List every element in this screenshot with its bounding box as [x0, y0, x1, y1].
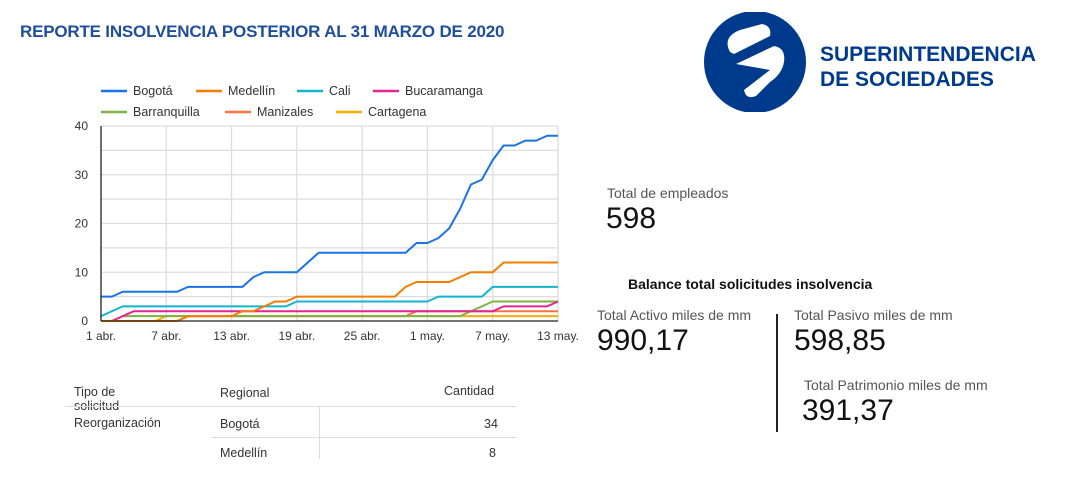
column-divider	[319, 407, 320, 459]
logo-line1: SUPERINTENDENCIA	[820, 43, 1036, 66]
y-tick-label: 40	[75, 119, 89, 133]
balance-title: Balance total solicitudes insolvencia	[628, 276, 873, 292]
legend-item: Bucaramanga	[405, 84, 483, 98]
page-title: REPORTE INSOLVENCIA POSTERIOR AL 31 MARZ…	[20, 22, 505, 41]
regional-cell: Medellín	[220, 446, 268, 460]
line-chart: 1 abr. 7 abr. 13 abr. 19 abr. 25 abr. 1 may. 7…	[75, 84, 579, 343]
logo-line2: DE SOCIEDADES	[820, 68, 994, 91]
x-tick-label: 13 may.	[537, 329, 579, 343]
legend-item: Barranquilla	[133, 105, 200, 119]
activo-value: 990,17	[597, 324, 689, 357]
header-cantidad: Cantidad	[444, 384, 495, 398]
logo	[700, 11, 810, 117]
y-tick-label: 0	[81, 314, 88, 328]
group-cell: Reorganización	[74, 416, 161, 430]
employees-label: Total de empleados	[607, 185, 729, 201]
x-tick-label: 7 may.	[475, 329, 510, 343]
y-tick-label: 20	[75, 217, 89, 231]
patrimonio-value: 391,37	[802, 394, 894, 427]
series-line-barranquilla	[101, 300, 558, 322]
x-tick-label: 13 abr.	[213, 329, 250, 343]
employees-value: 598	[606, 202, 657, 235]
header-regional: Regional	[220, 386, 270, 400]
legend-item: Cartagena	[368, 105, 426, 119]
logo-emblem-icon	[704, 11, 806, 113]
legend-item: Manizales	[257, 105, 313, 119]
series-line-bucaramanga	[101, 300, 559, 322]
pasivo-label: Total Pasivo miles de mm	[794, 307, 953, 323]
x-tick-label: 25 abr.	[344, 329, 381, 343]
x-tick-label: 19 abr.	[279, 329, 316, 343]
activo-label: Total Activo miles de mm	[597, 307, 752, 323]
cantidad-cell: 34	[484, 417, 498, 431]
x-tick-label: 1 may.	[410, 329, 445, 343]
legend-item: Medellín	[228, 84, 275, 98]
legend-item: Cali	[329, 84, 351, 98]
patrimonio-label: Total Patrimonio miles de mm	[804, 377, 988, 393]
logo-text: SUPERINTENDENCIA DE SOCIEDADES	[820, 42, 1036, 92]
header-divider	[65, 406, 517, 407]
legend-item: Bogotá	[133, 84, 173, 98]
x-tick-label: 1 abr.	[86, 329, 116, 343]
pasivo-value: 598,85	[794, 324, 886, 357]
header-tipo: Tipo de solicitud	[74, 385, 120, 413]
cantidad-cell: 8	[489, 446, 496, 460]
y-tick-label: 10	[75, 265, 89, 279]
x-tick-label: 7 abr.	[151, 329, 181, 343]
kpi-divider	[776, 314, 778, 432]
y-tick-label: 30	[75, 168, 89, 182]
series-line-bogotá	[101, 134, 558, 298]
regional-cell: Bogotá	[220, 417, 260, 431]
row-divider	[211, 437, 517, 438]
series-line-cali	[100, 285, 558, 318]
